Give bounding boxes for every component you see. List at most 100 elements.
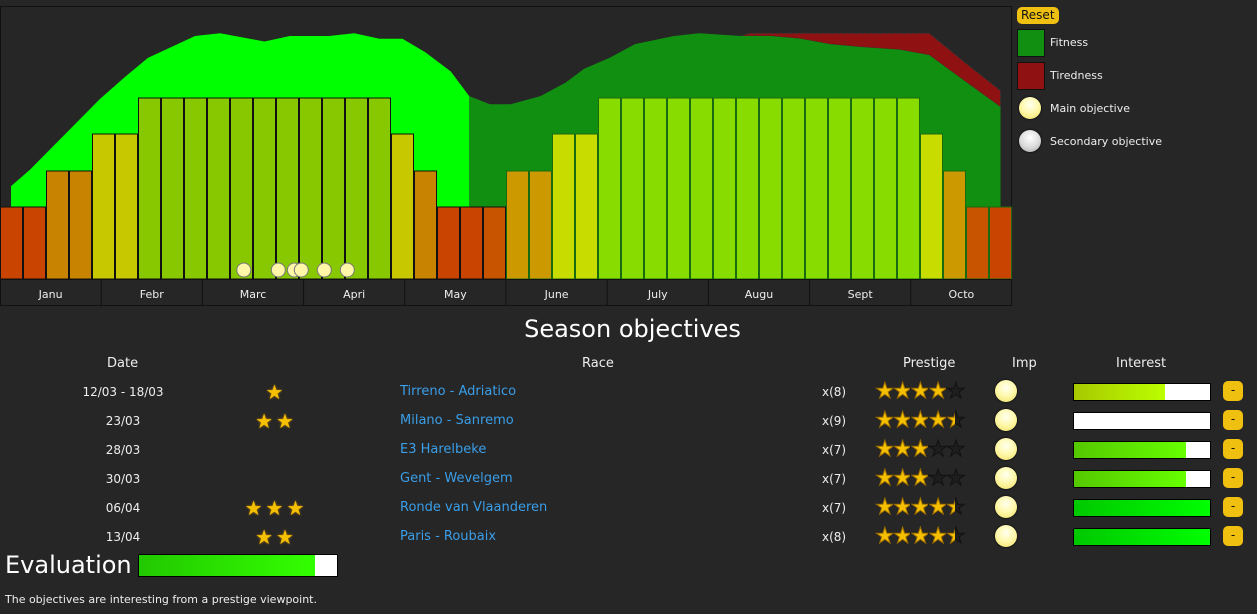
- month-label: Janu: [38, 288, 63, 301]
- objective-date: 23/03: [105, 414, 141, 428]
- prestige-multiplier: x(8): [822, 530, 847, 544]
- legend-secondary-objective: Secondary objective: [1017, 128, 1217, 156]
- week-bar[interactable]: [115, 133, 138, 280]
- legend-label: Secondary objective: [1050, 135, 1162, 148]
- month-label: Febr: [140, 288, 164, 301]
- main-objective-marker[interactable]: [270, 262, 286, 278]
- week-bar[interactable]: [437, 206, 460, 280]
- week-bar[interactable]: [805, 97, 828, 280]
- prestige-star-icon: ★★: [910, 408, 931, 434]
- prestige-star-icon: ★★: [875, 437, 896, 463]
- week-bar[interactable]: [138, 97, 161, 280]
- main-objective-marker[interactable]: [339, 262, 355, 278]
- week-bar[interactable]: [69, 170, 92, 280]
- week-bar[interactable]: [598, 97, 621, 280]
- prestige-star-icon: ★★: [875, 408, 896, 434]
- week-bar[interactable]: [644, 97, 667, 280]
- week-bar[interactable]: [920, 133, 943, 280]
- main-objective-marker[interactable]: [316, 262, 332, 278]
- month-label: Apri: [343, 288, 365, 301]
- remove-objective-button[interactable]: -: [1223, 526, 1243, 546]
- evaluation-bar-fill: [139, 555, 316, 576]
- week-bar[interactable]: [690, 97, 713, 280]
- priority-stars-icon: ★★: [255, 409, 297, 433]
- week-bar[interactable]: [391, 133, 414, 280]
- remove-objective-button[interactable]: -: [1223, 381, 1243, 401]
- main-objective-marker[interactable]: [236, 262, 252, 278]
- week-bar[interactable]: [23, 206, 46, 280]
- prestige-star-icon: ★★: [928, 495, 949, 521]
- week-bar[interactable]: [483, 206, 506, 280]
- week-bar[interactable]: [828, 97, 851, 280]
- week-bar[interactable]: [230, 97, 253, 280]
- race-link[interactable]: Tirreno - Adriatico: [400, 384, 517, 399]
- importance-toggle-icon[interactable]: [995, 525, 1017, 547]
- week-bar[interactable]: [299, 97, 322, 280]
- week-bar[interactable]: [667, 97, 690, 280]
- week-bar[interactable]: [782, 97, 805, 280]
- remove-objective-button[interactable]: -: [1223, 410, 1243, 430]
- week-bar[interactable]: [46, 170, 69, 280]
- objective-date: 13/04: [105, 530, 141, 544]
- legend-label: Tiredness: [1050, 69, 1103, 82]
- week-bar[interactable]: [207, 97, 230, 280]
- month-label: Augu: [745, 288, 773, 301]
- week-bar[interactable]: [368, 97, 391, 280]
- week-bar[interactable]: [253, 97, 276, 280]
- week-bar[interactable]: [92, 133, 115, 280]
- week-bar[interactable]: [322, 97, 345, 280]
- week-bar[interactable]: [506, 170, 529, 280]
- importance-toggle-icon[interactable]: [995, 438, 1017, 460]
- week-bar[interactable]: [575, 133, 598, 280]
- week-bar[interactable]: [874, 97, 897, 280]
- week-bar[interactable]: [943, 170, 966, 280]
- main-objective-ball-icon: [1019, 97, 1041, 119]
- legend-tiredness: Tiredness: [1017, 62, 1217, 90]
- prestige-star-icon: ★★: [910, 524, 931, 550]
- week-bar[interactable]: [851, 97, 874, 280]
- week-bar[interactable]: [759, 97, 782, 280]
- week-bar[interactable]: [161, 97, 184, 280]
- remove-objective-button[interactable]: -: [1223, 497, 1243, 517]
- season-chart: Janu Febr Marc Apri May June July Augu Sept Octo: [0, 6, 1012, 306]
- fitness-swatch: [1017, 29, 1045, 57]
- race-link[interactable]: Milano - Sanremo: [400, 413, 514, 428]
- importance-toggle-icon[interactable]: [995, 409, 1017, 431]
- week-bar[interactable]: [184, 97, 207, 280]
- reset-button[interactable]: Reset: [1017, 7, 1059, 24]
- week-bar[interactable]: [736, 97, 759, 280]
- week-bar[interactable]: [0, 206, 23, 280]
- prestige-multiplier: x(7): [822, 443, 847, 457]
- importance-toggle-icon[interactable]: [995, 496, 1017, 518]
- week-bar[interactable]: [713, 97, 736, 280]
- importance-toggle-icon[interactable]: [995, 467, 1017, 489]
- week-bar[interactable]: [460, 206, 483, 280]
- prestige-star-icon: ★★: [945, 379, 966, 405]
- week-bar[interactable]: [414, 170, 437, 280]
- race-link[interactable]: E3 Harelbeke: [400, 442, 487, 457]
- week-bar[interactable]: [989, 206, 1012, 280]
- interest-bar: [1073, 528, 1211, 546]
- month-label: Octo: [949, 288, 975, 301]
- week-bar[interactable]: [276, 97, 299, 280]
- remove-objective-button[interactable]: -: [1223, 468, 1243, 488]
- week-bar[interactable]: [966, 206, 989, 280]
- month-label: Marc: [240, 288, 267, 301]
- remove-objective-button[interactable]: -: [1223, 439, 1243, 459]
- week-bar[interactable]: [621, 97, 644, 280]
- objective-date: 06/04: [105, 501, 141, 515]
- objective-row: 30/03 Gent - Wevelgem x(7) ★★★★★★★★★★ -: [0, 465, 1257, 494]
- week-bar[interactable]: [345, 97, 368, 280]
- prestige-star-icon: ★★: [892, 437, 913, 463]
- importance-toggle-icon[interactable]: [995, 380, 1017, 402]
- race-link[interactable]: Gent - Wevelgem: [400, 471, 513, 486]
- prestige-star-icon: ★★: [875, 524, 896, 550]
- main-objective-marker[interactable]: [293, 262, 309, 278]
- week-bar[interactable]: [552, 133, 575, 280]
- race-link[interactable]: Paris - Roubaix: [400, 529, 497, 544]
- week-bar[interactable]: [897, 97, 920, 280]
- tiredness-swatch: [1017, 62, 1045, 90]
- week-bar[interactable]: [529, 170, 552, 280]
- interest-bar-fill: [1074, 500, 1210, 516]
- race-link[interactable]: Ronde van Vlaanderen: [400, 500, 548, 515]
